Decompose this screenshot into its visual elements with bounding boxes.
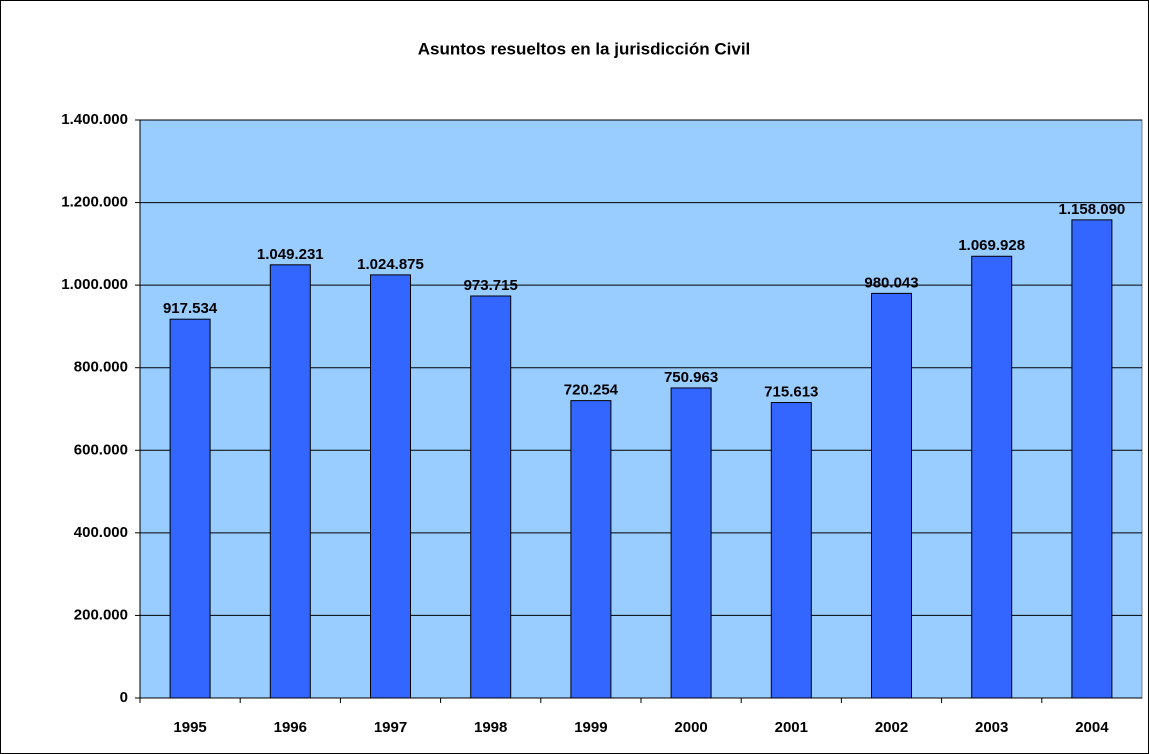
y-tick-label: 1.200.000 [61,194,128,211]
data-label: 750.963 [664,369,718,386]
chart-title: Asuntos resueltos en la jurisdicción Civ… [418,39,751,58]
data-label: 1.049.231 [257,246,324,263]
x-tick-label: 2002 [875,719,908,736]
x-tick-label: 2000 [674,719,707,736]
data-label: 980.043 [864,274,918,291]
bar [770,402,812,699]
x-tick-label: 1998 [474,719,507,736]
x-tick-label: 1999 [574,719,607,736]
x-tick-label: 1995 [173,719,206,736]
x-tick-label: 1997 [374,719,407,736]
y-tick-label: 0 [120,689,128,706]
bar [1071,219,1113,699]
y-tick-label: 1.000.000 [61,276,128,293]
y-tick-label: 200.000 [74,606,128,623]
bar [169,318,211,699]
data-label: 1.069.928 [958,237,1025,254]
x-tick-label: 2001 [775,719,808,736]
bar [971,255,1013,699]
data-label: 973.715 [464,277,518,294]
y-tick-label: 400.000 [74,524,128,541]
bar [269,264,311,699]
x-tick-label: 2004 [1075,719,1109,736]
y-tick-label: 1.400.000 [61,111,128,128]
bar [370,274,411,699]
data-label: 715.613 [764,384,818,401]
y-tick-label: 600.000 [74,441,128,458]
bar [470,295,512,699]
data-label: 1.024.875 [357,256,424,273]
bar [670,387,712,699]
bar [570,400,612,699]
y-tick-label: 800.000 [74,359,128,376]
x-tick-label: 2003 [975,719,1008,736]
x-tick-label: 1996 [274,719,307,736]
bar [871,292,912,699]
data-label: 917.534 [163,300,218,317]
data-label: 720.254 [564,382,619,399]
data-label: 1.158.090 [1059,201,1126,218]
